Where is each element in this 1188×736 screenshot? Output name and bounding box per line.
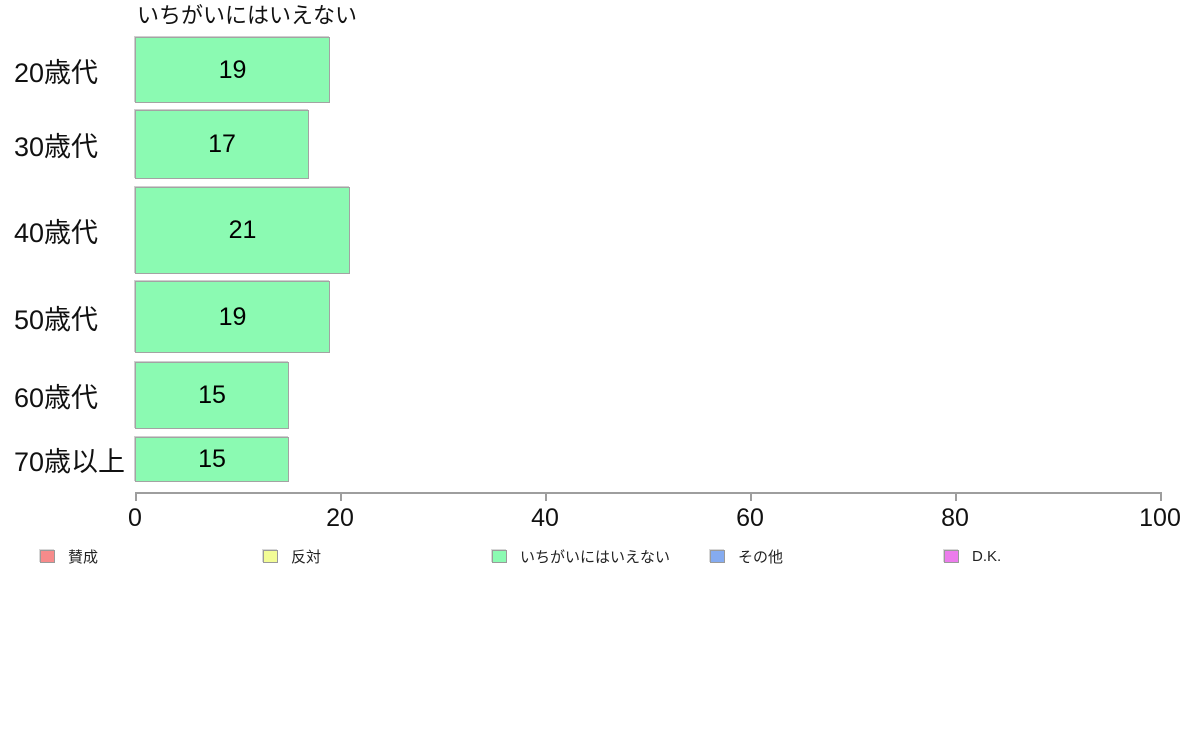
category-label: 50歳代 <box>14 304 99 335</box>
legend-swatch <box>710 549 725 563</box>
category-label: 40歳代 <box>14 218 99 248</box>
chart-title: いちがいにはいえない <box>137 3 358 28</box>
x-axis-tick <box>545 492 547 501</box>
legend-item: D.K. <box>944 546 1001 566</box>
legend-item: 賛成 <box>40 546 98 566</box>
value-label: 21 <box>228 216 257 244</box>
x-axis-tick-label: 0 <box>128 504 142 532</box>
legend-label: D.K. <box>972 547 1002 565</box>
value-label: 19 <box>218 302 247 331</box>
value-label: 19 <box>218 55 247 84</box>
legend-swatch <box>944 549 959 563</box>
value-label: 15 <box>198 445 226 473</box>
bar: 15 <box>135 437 289 482</box>
legend-label: 賛成 <box>68 548 99 566</box>
legend-item: 反対 <box>263 546 321 566</box>
x-axis-tick-label: 20 <box>326 504 354 532</box>
x-axis-tick-label: 100 <box>1139 504 1181 532</box>
bar: 17 <box>135 110 309 179</box>
x-axis-tick-label: 60 <box>736 504 764 532</box>
x-axis-tick <box>135 492 137 501</box>
x-axis-tick <box>340 492 342 501</box>
bar: 15 <box>135 362 289 429</box>
legend-label: 反対 <box>291 548 322 566</box>
x-axis-tick-label: 80 <box>941 504 969 532</box>
x-axis-tick <box>955 492 957 501</box>
category-label: 70歳以上 <box>14 447 126 477</box>
x-axis-tick <box>750 492 752 501</box>
x-axis-tick-label: 40 <box>531 504 559 532</box>
bar: 19 <box>135 281 330 353</box>
legend-swatch <box>263 549 278 563</box>
x-axis-line <box>135 492 1162 494</box>
legend-swatch <box>492 549 507 563</box>
category-label: 30歳代 <box>14 132 99 162</box>
legend-label: その他 <box>738 548 784 566</box>
category-label: 20歳代 <box>14 57 99 88</box>
legend-item: その他 <box>710 546 783 566</box>
legend-label: いちがいにはいえない <box>520 548 671 566</box>
legend-swatch <box>40 549 55 563</box>
bar: 21 <box>135 187 350 274</box>
legend-item: いちがいにはいえない <box>492 546 670 566</box>
value-label: 15 <box>198 381 226 409</box>
x-axis-tick <box>1160 492 1162 501</box>
category-label: 60歳代 <box>14 383 99 413</box>
value-label: 17 <box>208 130 236 158</box>
bar: 19 <box>135 37 330 103</box>
